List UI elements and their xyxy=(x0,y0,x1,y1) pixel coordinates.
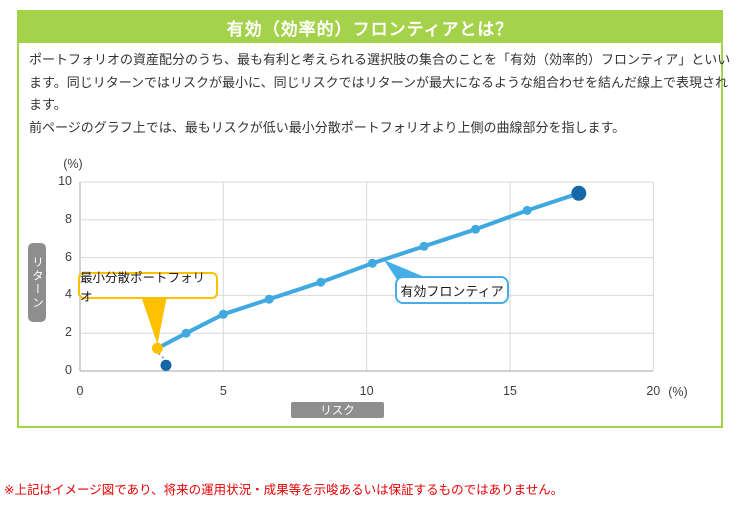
y-axis-unit-label: (%) xyxy=(63,157,83,171)
min-variance-callout: 最小分散ポートフォリオ xyxy=(78,271,218,304)
body-text-line: ます。 xyxy=(29,97,67,112)
body-text-line: ます。同じリターンではリスクが最小に、同じリスクではリターンが最大になるような組… xyxy=(29,74,729,90)
x-axis-unit-label: (%) xyxy=(668,385,688,399)
header-bar: 有効（効率的）フロンティアとは？ xyxy=(19,12,721,43)
y-tick-label: 2 xyxy=(65,325,72,340)
body-text: ポートフォリオの資産配分のうち、最も有利と考えられる選択肢の集合のことを「有効（… xyxy=(29,49,730,139)
x-tick-label: 0 xyxy=(76,384,84,398)
x-tick-label: 10 xyxy=(359,384,374,398)
disclaimer-note: ※上記はイメージ図であり、将来の運用状況・成果等を示唆あるいは保証するものではあ… xyxy=(4,483,564,497)
y-tick-label: 4 xyxy=(65,287,72,302)
frontier-callout: 有効フロンティア xyxy=(395,276,509,304)
x-tick-label: 20 xyxy=(646,384,661,398)
y-tick-label: 8 xyxy=(65,211,72,226)
y-tick-label: 0 xyxy=(65,363,72,377)
y-tick-label: 6 xyxy=(65,249,72,264)
page-title: 有効（効率的）フロンティアとは？ xyxy=(226,20,514,39)
content-box: 有効（効率的）フロンティアとは？ ポートフォリオの資産配分のうち、最も有利と考え… xyxy=(17,10,730,428)
body-text-line: 前ページのグラフ上では、最もリスクが低い最小分散ポートフォリオより上側の曲線部分… xyxy=(29,119,626,135)
body-text-line: ポートフォリオの資産配分のうち、最も有利と考えられる選択肢の集合のことを「有効（… xyxy=(29,52,731,67)
x-tick-label: 15 xyxy=(503,384,517,398)
y-axis-label-badge: リターン xyxy=(28,243,46,322)
y-tick-label: 10 xyxy=(58,174,72,188)
x-axis-label-badge: リスク xyxy=(291,402,384,418)
x-tick-label: 5 xyxy=(219,384,227,398)
